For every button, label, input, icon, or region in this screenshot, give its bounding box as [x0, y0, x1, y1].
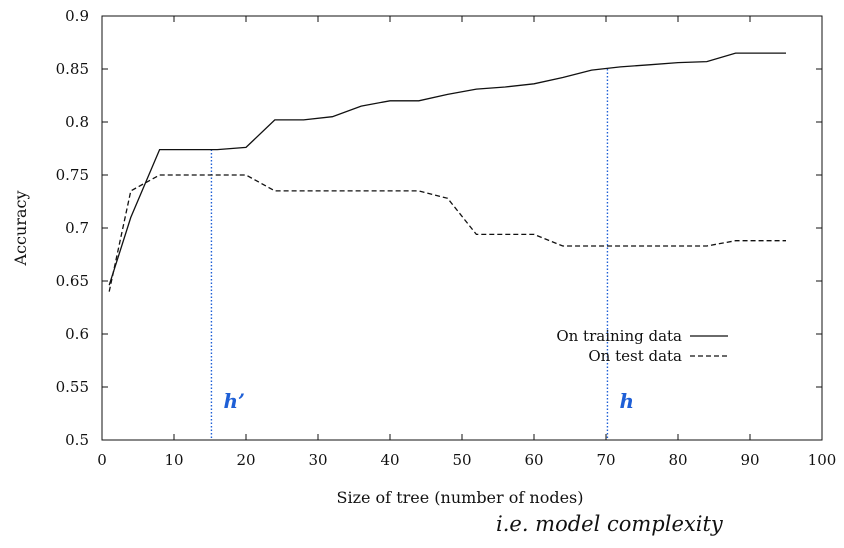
x-tick-label: 20	[236, 451, 255, 469]
plot-frame	[101, 15, 823, 441]
series-lines	[108, 52, 786, 292]
y-tick-label: 0.8	[65, 113, 89, 131]
y-tick-label: 0.7	[65, 219, 89, 237]
y-axis-title: Accuracy	[11, 191, 30, 267]
x-tick-label: 30	[308, 451, 327, 469]
x-tick-label: 90	[740, 451, 759, 469]
annotation-lines: h’ h	[210, 69, 634, 440]
y-tick-label: 0.5	[65, 431, 89, 449]
legend-label-test: On test data	[588, 347, 682, 365]
x-tick-label: 70	[596, 451, 615, 469]
legend: On training data On test data	[556, 327, 728, 365]
x-tick-label: 50	[452, 451, 471, 469]
x-axis-ticks: 0 10 20 30 40 50 60 70 80 90 100	[97, 16, 836, 469]
annotation-label-h-prime: h’	[223, 389, 245, 413]
x-axis-title: Size of tree (number of nodes)	[336, 488, 583, 507]
y-tick-label: 0.75	[56, 166, 89, 184]
x-tick-label: 100	[808, 451, 837, 469]
y-tick-label: 0.65	[56, 272, 89, 290]
y-tick-label: 0.6	[65, 325, 89, 343]
y-tick-label: 0.85	[56, 60, 89, 78]
x-tick-label: 0	[97, 451, 107, 469]
x-tick-label: 10	[164, 451, 183, 469]
x-tick-label: 40	[380, 451, 399, 469]
y-axis-ticks: 0.5 0.55 0.6 0.65 0.7 0.75 0.8 0.85 0.9	[56, 7, 822, 449]
x-tick-label: 60	[524, 451, 543, 469]
annotation-label-h: h	[619, 389, 634, 413]
test-data-line	[108, 174, 786, 292]
y-tick-label: 0.9	[65, 7, 89, 25]
x-tick-label: 80	[668, 451, 687, 469]
legend-label-training: On training data	[556, 327, 682, 345]
model-complexity-note: i.e. model complexity	[496, 512, 723, 536]
training-data-line	[108, 52, 786, 286]
y-tick-label: 0.55	[56, 378, 89, 396]
